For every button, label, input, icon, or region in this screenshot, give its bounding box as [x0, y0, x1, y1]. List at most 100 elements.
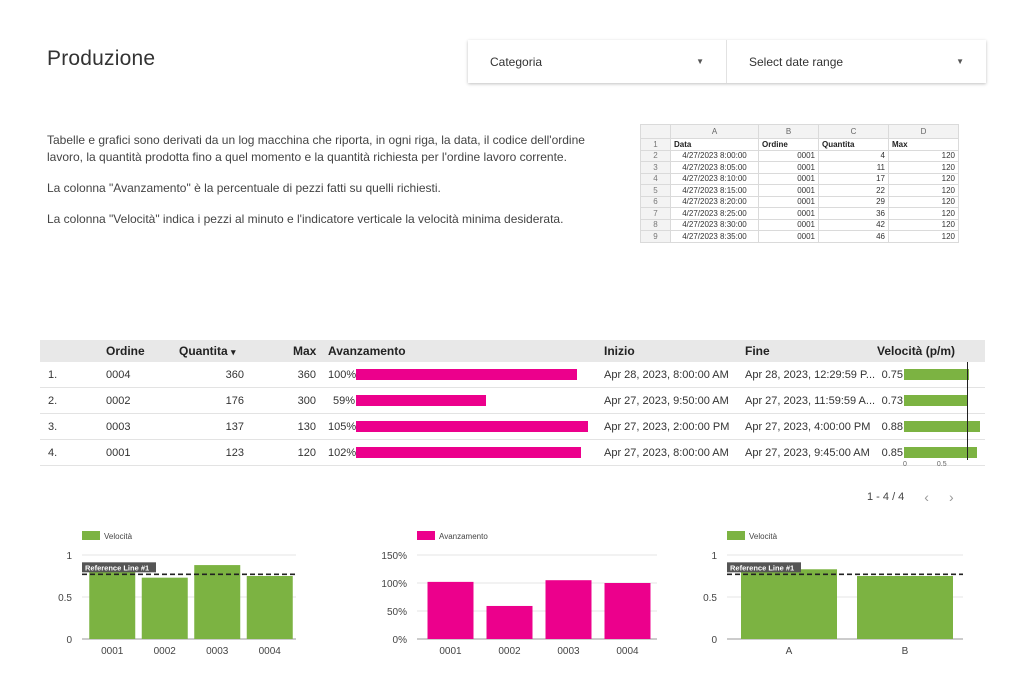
table-body: 1. 0004 360 360 100% Apr 28, 2023, 8:00:…	[40, 362, 985, 466]
sheet-row-number: 3	[640, 161, 671, 174]
col-max[interactable]: Max	[293, 344, 317, 358]
velocita-reference-indicator	[967, 362, 968, 460]
cell-avanzamento-label: 105%	[328, 420, 357, 433]
sheet-cell: 0001	[758, 149, 819, 162]
cell-avanzamento-label: 59%	[332, 394, 355, 407]
y-tick-label: 150%	[381, 551, 407, 562]
y-tick-label: 0.5	[703, 593, 717, 604]
sheet-cell: 4/27/2023 8:20:00	[670, 195, 759, 208]
table-row[interactable]: 1. 0004 360 360 100% Apr 28, 2023, 8:00:…	[40, 362, 985, 388]
bar	[89, 567, 136, 639]
description-paragraph: La colonna "Avanzamento" è la percentual…	[47, 181, 441, 195]
cell-ordine: 0002	[106, 394, 131, 407]
cell-avanzamento-label: 100%	[328, 368, 357, 381]
bar	[486, 605, 533, 639]
pagination: 1 - 4 / 4 ‹ ›	[867, 489, 954, 505]
description: Tabelle e grafici sono derivati da un lo…	[47, 132, 607, 242]
x-tick-label: 0003	[557, 646, 580, 657]
reference-line-label: Reference Line #1	[85, 563, 149, 572]
col-quantita[interactable]: Quantita ▾	[179, 344, 236, 358]
velocita-bar	[904, 447, 977, 458]
reference-line-label: Reference Line #1	[730, 563, 794, 572]
sheet-cell: 42	[818, 218, 889, 231]
table-row[interactable]: 2. 0002 176 300 59% Apr 27, 2023, 9:50:0…	[40, 388, 985, 414]
sheet-cell: 46	[818, 230, 889, 243]
sheet-cell: 120	[888, 161, 959, 174]
legend-swatch	[82, 531, 100, 540]
sheet-row-number: 9	[640, 230, 671, 243]
sheet-cell: 120	[888, 207, 959, 220]
categoria-label: Categoria	[490, 54, 543, 69]
next-page-icon[interactable]: ›	[948, 489, 954, 505]
cell-inizio: Apr 27, 2023, 9:50:00 AM	[604, 394, 729, 407]
sheet-cell: 120	[888, 195, 959, 208]
sheet-col-header: A	[670, 124, 759, 139]
x-tick-label: 0002	[154, 646, 177, 657]
sheet-cell: 0001	[758, 230, 819, 243]
avanzamento-bar	[356, 447, 581, 458]
sheet-cell: 4/27/2023 8:35:00	[670, 230, 759, 243]
sheet-cell: 0001	[758, 218, 819, 231]
cell-quantita: 176	[225, 394, 244, 407]
legend-label: Avanzamento	[439, 532, 488, 541]
sheet-cell: 36	[818, 207, 889, 220]
avanzamento-chart: Avanzamento 0% 50% 100% 150% 0001 0002 0003 0004	[381, 525, 665, 670]
sheet-cell: 0001	[758, 207, 819, 220]
y-tick-label: 50%	[387, 607, 407, 618]
cell-fine: Apr 28, 2023, 12:29:59 P...	[745, 368, 876, 381]
cell-quantita: 360	[225, 368, 244, 381]
sheet-corner	[640, 124, 671, 139]
sheet-header-cell: Max	[888, 138, 959, 151]
col-fine[interactable]: Fine	[745, 344, 770, 358]
table-header: Ordine Quantita ▾ Max Avanzamento Inizio…	[40, 340, 985, 362]
velocita-mini-axis: 0 0.5	[903, 461, 947, 468]
velocita-bar	[904, 421, 980, 432]
page-title: Produzione	[47, 47, 156, 70]
table-row[interactable]: 4. 0001 123 120 102% Apr 27, 2023, 8:00:…	[40, 440, 985, 466]
cell-fine: Apr 27, 2023, 9:45:00 AM	[745, 446, 870, 459]
date-range-picker[interactable]: Select date range ▼	[727, 40, 986, 83]
reference-line-tag	[727, 562, 801, 573]
col-velocita[interactable]: Velocità (p/m)	[877, 344, 956, 358]
sheet-row-number: 8	[640, 218, 671, 231]
sort-desc-icon: ▾	[231, 347, 236, 357]
legend-swatch	[727, 531, 745, 540]
bar	[427, 581, 474, 639]
cell-max: 300	[297, 394, 316, 407]
sheet-header-cell: Ordine	[758, 138, 819, 151]
x-tick-label: 0002	[498, 646, 521, 657]
sheet-cell: 120	[888, 172, 959, 185]
cell-avanzamento-label: 102%	[328, 446, 357, 459]
cell-velocita-label: 0.85	[881, 446, 903, 459]
y-tick-label: 100%	[381, 579, 407, 590]
description-paragraph: La colonna "Velocità" indica i pezzi al …	[47, 212, 564, 226]
sheet-header-cell: Data	[670, 138, 759, 151]
avanzamento-bar	[356, 421, 588, 432]
bar	[141, 577, 188, 639]
row-index: 2.	[48, 394, 58, 407]
col-avanzamento[interactable]: Avanzamento	[328, 344, 406, 358]
col-ordine[interactable]: Ordine	[106, 344, 145, 358]
x-tick-label: B	[902, 646, 909, 657]
sheet-cell: 17	[818, 172, 889, 185]
table-row[interactable]: 3. 0003 137 130 105% Apr 27, 2023, 2:00:…	[40, 414, 985, 440]
x-tick-label: 0001	[101, 646, 124, 657]
reference-line-tag	[82, 562, 156, 573]
sheet-row: 3 4/27/2023 8:05:00 0001 11 120	[640, 161, 959, 174]
col-inizio[interactable]: Inizio	[604, 344, 635, 358]
sheet-row-number: 2	[640, 149, 671, 162]
cell-max: 360	[297, 368, 316, 381]
cell-ordine: 0003	[106, 420, 131, 433]
cell-fine: Apr 27, 2023, 11:59:59 A...	[745, 394, 876, 407]
prev-page-icon[interactable]: ‹	[924, 489, 929, 505]
bar	[857, 576, 953, 639]
filter-bar: Categoria ▼ Select date range ▼	[468, 40, 986, 83]
cell-inizio: Apr 27, 2023, 2:00:00 PM	[604, 420, 730, 433]
sheet-row: 6 4/27/2023 8:20:00 0001 29 120	[640, 195, 959, 208]
y-tick-label: 0.5	[58, 593, 72, 604]
velocita-chart-2: Velocità 0 0.5 1 A B Reference Line #1	[695, 525, 975, 670]
categoria-dropdown[interactable]: Categoria ▼	[468, 40, 727, 83]
row-index: 3.	[48, 420, 58, 433]
x-tick-label: 0004	[259, 646, 282, 657]
y-tick-label: 0	[66, 635, 72, 646]
